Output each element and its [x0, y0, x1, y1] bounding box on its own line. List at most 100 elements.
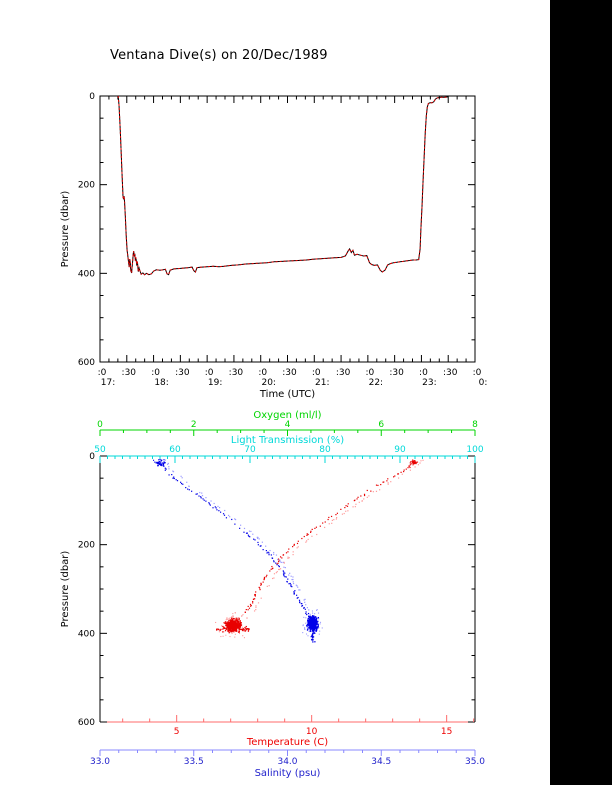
salinity_profile-tail-dot	[311, 634, 313, 637]
temperature_profile-dot	[330, 515, 333, 518]
temperature_profile-cluster-dot	[239, 620, 241, 622]
temperature_profile-upcast-dot	[331, 522, 333, 524]
salinity_profile-surface-dot	[158, 459, 160, 461]
salinity_profile-cluster-dot	[314, 621, 316, 623]
temperature_profile-cluster-dot	[235, 622, 237, 624]
salinity_profile-tail-dot	[312, 630, 315, 632]
temperature_profile-arm-dot	[241, 628, 243, 631]
temperature_profile-upcast-dot	[333, 519, 335, 521]
oxygen-tick-label: 0	[97, 420, 103, 430]
salinity_profile-halo-dot	[321, 627, 323, 629]
temperature_profile-arm-dot	[228, 630, 230, 632]
temperature_profile-upcast-dot	[355, 503, 357, 505]
salinity_profile-cluster-dot	[317, 616, 320, 619]
temperature_profile-upcast-dot	[417, 464, 420, 466]
x-hour-label: 20:	[261, 378, 275, 388]
salinity_profile-cluster-dot	[306, 623, 309, 626]
temperature_profile-arm-dot	[216, 629, 218, 631]
salinity_profile-dot	[305, 612, 307, 615]
temperature_profile-dot	[380, 483, 382, 486]
x-axis-title: Time (UTC)	[259, 389, 315, 400]
temperature_profile-dot	[306, 534, 308, 536]
salinity_profile-upcast-dot	[306, 607, 308, 609]
salinity_profile-dot	[234, 523, 236, 525]
temperature_profile-halo-dot	[234, 633, 236, 635]
temperature_profile-dot	[247, 605, 249, 608]
salinity_profile-cluster-dot	[317, 625, 319, 627]
salinity_profile-cluster-dot	[313, 627, 316, 630]
salinity_profile-tail-dot	[310, 624, 312, 626]
salinity_profile-halo-dot	[318, 633, 320, 635]
salinity_profile-dot	[247, 534, 249, 536]
salinity_profile-upcast-dot	[186, 481, 188, 483]
x-minute-label: :30	[443, 368, 458, 378]
salinity_profile-upcast-dot	[257, 536, 259, 539]
x-hour-label: 0:	[479, 378, 488, 388]
salinity_profile-cluster-dot	[314, 622, 316, 624]
temperature_profile-arm-dot	[220, 628, 222, 631]
temperature_profile-dot	[370, 490, 372, 492]
temperature_profile-dot	[314, 527, 316, 529]
salinity_profile-upcast-dot	[304, 598, 306, 600]
temperature_profile-cluster-dot	[229, 627, 231, 629]
temperature_profile-upcast-dot	[366, 496, 368, 498]
temperature_profile-dot	[403, 470, 405, 473]
salinity_profile-dot	[288, 583, 290, 585]
temperature_profile-halo-dot	[227, 618, 229, 620]
salinity_profile-dot	[284, 576, 286, 578]
temperature_profile-halo-dot	[231, 616, 233, 618]
temperature_profile-cluster-dot	[230, 626, 232, 628]
temperature_profile-arm-dot	[238, 630, 240, 632]
temperature_profile-cluster-dot	[230, 631, 232, 633]
temperature_profile-cluster-dot	[230, 629, 232, 631]
salinity_profile-halo-dot	[313, 631, 315, 633]
salinity_profile-dot	[253, 538, 255, 540]
salinity_profile-cluster-dot	[316, 626, 318, 628]
salinity_profile-halo-dot	[305, 622, 307, 624]
temperature_profile-arm-dot	[246, 628, 248, 630]
salinity_profile-cluster-dot	[312, 616, 315, 619]
temperature_profile-upcast-dot	[271, 577, 274, 580]
temperature_profile-cluster-dot	[225, 624, 227, 626]
salinity_profile-dot	[245, 532, 248, 534]
temperature_profile-dot	[409, 464, 411, 466]
temperature_profile-arm-dot	[239, 626, 242, 628]
temperature_profile-arm-dot	[222, 625, 224, 628]
temperature_profile-arm-dot	[244, 630, 247, 632]
salinity_profile-dot	[180, 482, 183, 485]
salinity_profile-upcast-dot	[188, 485, 190, 488]
salinity_profile-cluster-dot	[310, 628, 312, 630]
salinity_profile-dot	[180, 481, 182, 483]
temperature_profile-surface-dot	[413, 463, 415, 465]
salinity_profile-cluster-dot	[311, 626, 314, 628]
salinity_profile-dot	[222, 513, 225, 515]
salinity_profile-upcast-dot	[292, 576, 294, 578]
temperature_profile-upcast-dot	[335, 518, 338, 520]
temperature_profile-halo-dot	[235, 630, 237, 632]
temperature_profile-arm-dot	[226, 626, 228, 628]
salinity_profile-dot	[191, 490, 193, 492]
salinity_profile-dot	[212, 507, 214, 509]
salinity_profile-surface-dot	[157, 465, 159, 467]
salinity_profile-surface-dot	[159, 462, 161, 464]
temperature_profile-surface-dot	[415, 461, 417, 463]
temperature_profile-halo-dot	[233, 631, 235, 633]
salinity_profile-upcast-dot	[282, 561, 284, 564]
temperature_profile-halo-dot	[243, 637, 246, 639]
salinity_profile-dot	[293, 591, 295, 593]
temperature_profile-dot	[270, 568, 272, 570]
temperature_profile-dot	[405, 468, 407, 470]
temperature_profile-cluster-dot	[229, 623, 231, 625]
salinity_profile-upcast-dot	[252, 533, 254, 535]
temperature_profile-dot	[297, 540, 299, 542]
salinity_profile-surface-dot	[157, 461, 159, 463]
temperature_profile-arm-dot	[231, 627, 233, 629]
salinity_profile-cluster-dot	[312, 622, 315, 625]
temperature_profile-dot	[254, 594, 256, 596]
salinity_profile-halo-dot	[318, 618, 320, 620]
pressure-trace-black	[117, 95, 449, 276]
temperature_profile-dot	[301, 537, 303, 540]
temperature_profile-dot	[255, 591, 257, 593]
x-minute-label: :30	[389, 368, 404, 378]
temperature_profile-surface-dot	[411, 462, 413, 464]
